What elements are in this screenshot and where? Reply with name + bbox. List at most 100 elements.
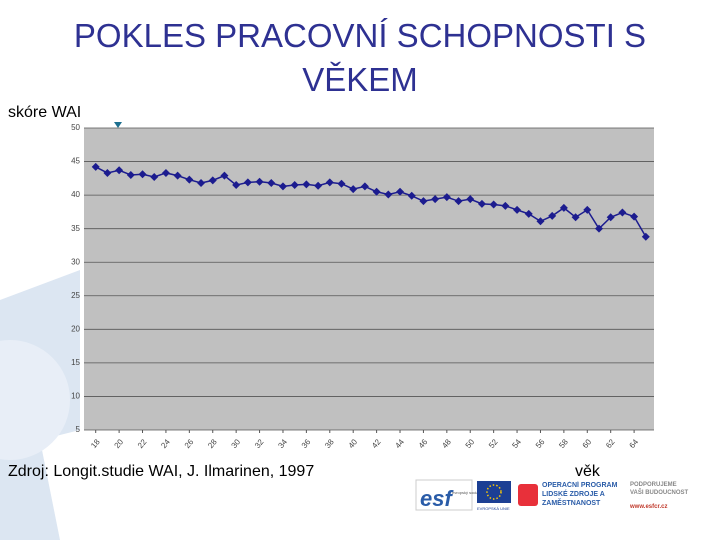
marker <box>513 205 522 214</box>
marker <box>255 177 264 186</box>
marker <box>278 182 287 191</box>
marker <box>407 191 416 200</box>
marker <box>594 224 603 233</box>
y-tick-label: 30 <box>71 257 80 266</box>
marker <box>548 211 557 220</box>
x-tick-label: 40 <box>347 437 360 450</box>
y-tick-label: 50 <box>71 123 80 132</box>
y-tick-label: 35 <box>71 224 80 233</box>
x-tick-label: 44 <box>393 437 406 450</box>
marker <box>571 213 580 222</box>
marker <box>477 199 486 208</box>
marker <box>208 176 217 185</box>
marker <box>290 181 299 190</box>
marker <box>173 171 182 180</box>
marker <box>536 217 545 226</box>
marker <box>115 166 124 175</box>
marker <box>501 201 510 210</box>
marker <box>197 179 206 188</box>
web-text: www.esfcr.cz <box>629 504 667 510</box>
y-tick-label: 20 <box>71 324 80 333</box>
x-tick-label: 18 <box>89 437 102 450</box>
x-tick-label: 38 <box>323 437 336 450</box>
y-tick-label: 5 <box>76 425 81 434</box>
marker <box>419 197 428 206</box>
marker <box>524 209 533 218</box>
x-tick-label: 46 <box>417 437 430 450</box>
marker <box>325 178 334 187</box>
support-text: PODPORUJEME VAŠI BUDOUCNOST <box>630 482 689 496</box>
marker <box>431 195 440 204</box>
eu-text: EVROPSKÁ UNIE <box>477 506 510 511</box>
op-logo <box>518 484 538 506</box>
x-tick-label: 28 <box>206 437 219 450</box>
y-tick-label: 10 <box>71 392 80 401</box>
x-tick-label: 56 <box>534 437 547 450</box>
marker <box>138 170 147 179</box>
op-text-box: OPERAČNÍ PROGRAM LIDSKÉ ZDROJE A ZAMĚSTN… <box>542 482 618 507</box>
source: Zdroj: Longit.studie WAI, J. Ilmarinen, … <box>8 463 315 480</box>
marker <box>396 187 405 196</box>
esf-text: evropský sociální fond v ČR <box>452 490 502 495</box>
marker <box>559 203 568 212</box>
x-tick-label: 42 <box>370 437 383 450</box>
marker <box>606 213 615 222</box>
marker <box>454 197 463 206</box>
x-tick-label: 54 <box>510 437 523 450</box>
plot-area <box>84 128 654 430</box>
x-tick-label: 30 <box>230 437 243 450</box>
x-tick-label: 20 <box>113 437 126 450</box>
x-tick-label: 50 <box>464 437 477 450</box>
marker <box>150 172 159 181</box>
x-tick-label: 26 <box>183 437 196 450</box>
y-axis-label: skóre WAI <box>8 104 82 121</box>
x-tick-label: 60 <box>581 437 594 450</box>
decoration <box>0 340 70 460</box>
marker <box>489 200 498 209</box>
op-text: OPERAČNÍ PROGRAM LIDSKÉ ZDROJE A ZAMĚSTN… <box>542 482 618 507</box>
x-tick-label: 32 <box>253 437 266 450</box>
x-tick-label: 24 <box>159 437 172 450</box>
y-tick-label: 40 <box>71 190 80 199</box>
marker <box>91 162 100 171</box>
x-tick-label: 64 <box>627 437 640 450</box>
decoration <box>114 122 122 128</box>
logo-box <box>415 479 473 511</box>
y-tick-label: 15 <box>71 358 80 367</box>
y-tick-label: 25 <box>71 291 80 300</box>
x-tick-label: 22 <box>136 437 149 450</box>
esf-logo: esf <box>420 486 454 511</box>
marker <box>337 179 346 188</box>
marker <box>161 168 170 177</box>
y-tick-label: 45 <box>71 157 80 166</box>
marker <box>232 181 241 190</box>
marker <box>466 195 475 204</box>
marker <box>185 175 194 184</box>
marker <box>630 212 639 221</box>
marker <box>302 180 311 189</box>
x-tick-label: 34 <box>276 437 289 450</box>
marker <box>442 193 451 202</box>
x-tick-label: 58 <box>557 437 570 450</box>
x-tick-label: 48 <box>440 437 453 450</box>
marker <box>126 170 135 179</box>
marker <box>372 187 381 196</box>
marker <box>360 182 369 191</box>
x-tick-label: 52 <box>487 437 500 450</box>
eu-stars <box>486 484 502 500</box>
support-box: PODPORUJEME VAŠI BUDOUCNOST <box>630 482 689 496</box>
marker <box>103 168 112 177</box>
marker <box>220 171 229 180</box>
x-axis-label: věk <box>575 463 600 480</box>
marker <box>267 179 276 188</box>
marker <box>618 208 627 217</box>
marker <box>583 205 592 214</box>
logos: esf evropský sociální fond v ČR EVROPSKÁ… <box>415 479 689 511</box>
x-tick-label: 62 <box>604 437 617 450</box>
marker <box>243 178 252 187</box>
eu-flag <box>477 481 511 503</box>
x-tick-label: 36 <box>300 437 313 450</box>
marker <box>314 181 323 190</box>
